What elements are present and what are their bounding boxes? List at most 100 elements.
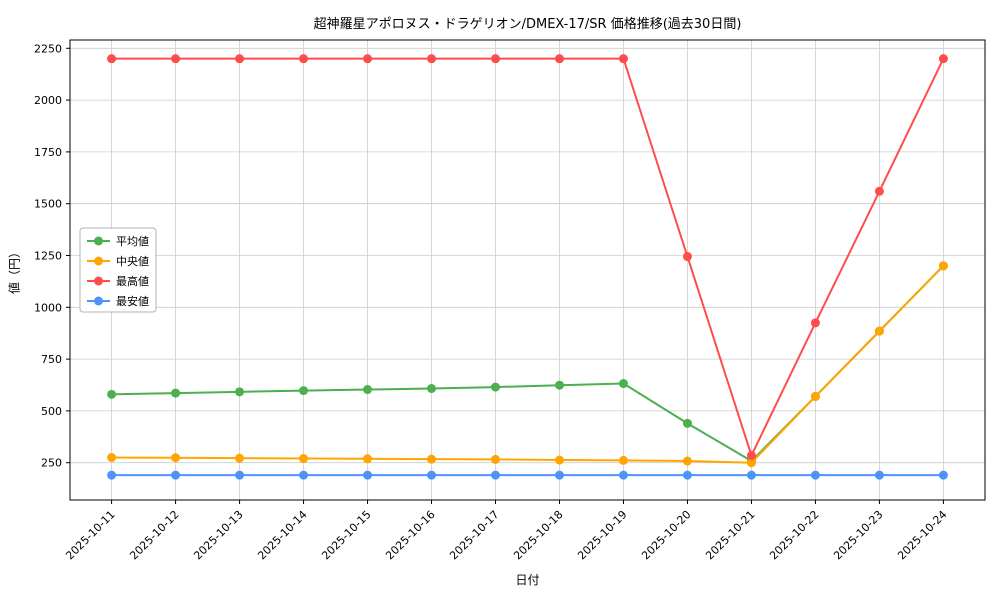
data-point-min xyxy=(491,470,501,480)
data-point-average xyxy=(171,388,181,398)
data-point-max xyxy=(427,54,437,64)
data-point-median xyxy=(299,454,309,464)
data-point-median xyxy=(746,458,756,468)
data-point-average xyxy=(363,385,373,395)
data-point-median xyxy=(810,391,820,401)
x-tick-label: 2025-10-16 xyxy=(383,508,437,562)
data-point-max xyxy=(874,186,884,196)
data-point-max xyxy=(299,54,309,64)
y-tick-label: 750 xyxy=(41,353,62,366)
x-tick-label: 2025-10-14 xyxy=(255,508,309,562)
legend-frame xyxy=(79,227,157,313)
y-tick-label: 2000 xyxy=(34,94,62,107)
chart-title: 超神羅星アポロヌス・ドラゲリオン/DMEX-17/SR 価格推移(過去30日間) xyxy=(313,17,742,32)
gridlines xyxy=(70,40,985,500)
x-tick-label: 2025-10-12 xyxy=(127,508,181,562)
series-min xyxy=(107,470,948,480)
legend-item-min: 最安値 xyxy=(87,294,149,308)
data-point-max xyxy=(554,54,564,64)
data-point-min xyxy=(554,470,564,480)
legend-marker-min xyxy=(94,296,103,306)
data-point-min xyxy=(427,470,437,480)
data-point-average xyxy=(107,389,117,399)
y-tick-label: 1250 xyxy=(34,249,62,262)
data-point-median xyxy=(682,456,692,466)
data-point-median xyxy=(363,454,373,464)
legend-label-average: 平均値 xyxy=(116,235,149,248)
data-point-average xyxy=(491,382,501,392)
series-max xyxy=(107,54,948,460)
x-tick-label: 2025-10-23 xyxy=(831,508,885,562)
data-point-min xyxy=(235,470,245,480)
data-point-average xyxy=(299,386,309,396)
data-point-median xyxy=(554,455,564,465)
axes-frame xyxy=(69,39,986,501)
data-point-median xyxy=(491,454,501,464)
x-axis-label: 日付 xyxy=(515,573,540,587)
data-point-min xyxy=(299,470,309,480)
data-point-median xyxy=(874,326,884,336)
data-point-median xyxy=(427,454,437,464)
x-tick-label: 2025-10-22 xyxy=(767,508,821,562)
data-point-median xyxy=(235,453,245,463)
data-point-median xyxy=(107,453,117,463)
data-point-min xyxy=(810,470,820,480)
data-point-min xyxy=(107,470,117,480)
legend-label-median: 中央値 xyxy=(116,255,149,268)
data-point-min xyxy=(618,470,628,480)
data-point-average xyxy=(235,387,245,397)
data-point-max xyxy=(235,54,245,64)
data-point-max xyxy=(107,54,117,64)
y-tick-label: 2250 xyxy=(34,42,62,55)
legend-item-max: 最高値 xyxy=(87,274,149,288)
data-point-max xyxy=(682,252,692,262)
legend-item-average: 平均値 xyxy=(87,235,149,248)
data-point-max xyxy=(171,54,181,64)
data-point-min xyxy=(938,470,948,480)
legend-marker-average xyxy=(94,236,103,246)
data-point-min xyxy=(746,470,756,480)
y-tick-label: 500 xyxy=(41,405,62,418)
data-point-average xyxy=(554,380,564,390)
data-point-max xyxy=(618,54,628,64)
y-tick-label: 1500 xyxy=(34,198,62,211)
legend-marker-max xyxy=(94,276,103,286)
data-point-min xyxy=(363,470,373,480)
data-point-max xyxy=(938,54,948,64)
y-tick-label: 1750 xyxy=(34,146,62,159)
data-point-min xyxy=(874,470,884,480)
x-tick-label: 2025-10-13 xyxy=(191,508,245,562)
y-tick-label: 1000 xyxy=(34,301,62,314)
data-point-max xyxy=(491,54,501,64)
data-point-median xyxy=(938,261,948,271)
data-point-max xyxy=(810,318,820,328)
data-point-average xyxy=(682,418,692,428)
x-tick-label: 2025-10-20 xyxy=(639,508,693,562)
series-median xyxy=(107,261,948,468)
x-tick-label: 2025-10-17 xyxy=(447,508,501,562)
legend-item-median: 中央値 xyxy=(87,255,149,268)
data-point-average xyxy=(618,379,628,389)
data-point-max xyxy=(363,54,373,64)
x-tick-label: 2025-10-18 xyxy=(511,508,565,562)
legend-label-max: 最高値 xyxy=(116,274,149,288)
x-tick-label: 2025-10-11 xyxy=(63,508,117,562)
legend-label-min: 最安値 xyxy=(116,294,149,308)
x-tick-label: 2025-10-19 xyxy=(575,508,629,562)
data-point-median xyxy=(171,453,181,463)
series-average xyxy=(107,261,948,466)
tick-labels: 250 500 750 1000 1250 1500 1750 2000 2250 2025-10… xyxy=(34,42,950,562)
data-point-min xyxy=(682,470,692,480)
data-point-min xyxy=(171,470,181,480)
x-tick-label: 2025-10-15 xyxy=(319,508,373,562)
data-point-max xyxy=(746,450,756,460)
x-tick-label: 2025-10-21 xyxy=(703,508,757,562)
legend-marker-median xyxy=(94,256,103,266)
y-tick-label: 250 xyxy=(41,457,62,470)
x-tick-label: 2025-10-24 xyxy=(895,508,949,562)
data-point-median xyxy=(618,455,628,465)
data-point-average xyxy=(427,384,437,394)
